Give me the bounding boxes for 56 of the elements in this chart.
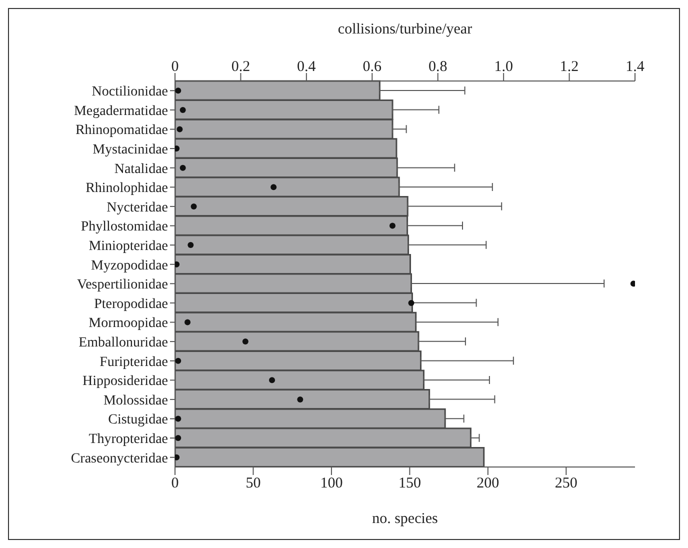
point	[188, 242, 194, 248]
x2-tick-label: 0.2	[231, 59, 250, 75]
point	[190, 203, 197, 210]
y-tick-label: Thyropteridae	[88, 432, 168, 448]
point	[176, 126, 183, 132]
point	[297, 396, 304, 402]
y-tick-label: Nycteridae	[106, 200, 168, 216]
point	[175, 454, 180, 460]
point	[175, 261, 180, 268]
point	[175, 358, 182, 364]
x-tick-label: 150	[398, 476, 421, 492]
x2-tick-label: 1.4	[626, 59, 645, 75]
point	[408, 300, 414, 306]
y-tick-label: Molossidae	[103, 393, 168, 408]
x2-tick-label: 0	[171, 59, 179, 75]
y-tick-label: Craseonycteridae	[70, 451, 168, 466]
point	[175, 146, 180, 152]
point	[175, 88, 182, 94]
x-tick-label: 100	[320, 476, 343, 492]
x-tick-label: 0	[171, 476, 179, 492]
x-tick-label: 200	[476, 476, 500, 492]
y-tick-label: Megadermatidae	[74, 104, 168, 119]
y-tick-label: Mystacinidae	[92, 142, 168, 158]
point	[175, 416, 182, 422]
y-tick-label: Pteropodidae	[94, 296, 168, 312]
y-tick-label: Hipposideridae	[82, 374, 168, 390]
point	[175, 435, 182, 442]
y-tick-label: Rhinopomatidae	[75, 123, 168, 138]
point	[184, 319, 191, 326]
y-tick-label: Rhinolophidae	[86, 181, 168, 196]
x-tick-label: 250	[554, 476, 578, 492]
y-tick-label: Emballonuridae	[78, 336, 168, 351]
y-tick-label: Furipteridae	[100, 354, 168, 370]
point	[630, 280, 635, 287]
x2-tick-label: 0.8	[428, 59, 448, 75]
x-tick-label: 50	[246, 476, 261, 492]
y-tick-label: Natalidae	[114, 162, 168, 177]
point	[270, 184, 277, 190]
y-tick-label: Vespertilionidae	[77, 278, 168, 293]
y-tick-label: Cistugidae	[108, 412, 168, 428]
point	[269, 377, 276, 384]
point	[389, 222, 396, 229]
y-tick-label: Miniopteridae	[88, 239, 168, 254]
y-tick-label: Mormoopidae	[88, 316, 168, 332]
y-tick-label: Phyllostomidae	[80, 220, 168, 235]
x2-tick-label: 1.0	[494, 59, 513, 75]
point	[180, 106, 186, 113]
point	[180, 164, 186, 171]
x2-tick-label: 1.2	[560, 59, 579, 75]
x2-tick-label: 0.4	[297, 59, 316, 75]
y-tick-label: Myzopodidae	[91, 258, 168, 274]
x-axis-title: no. species	[372, 511, 438, 527]
point	[242, 338, 248, 345]
y-tick-label: Noctilionidae	[92, 84, 168, 100]
x2-tick-label: 0.6	[362, 59, 382, 75]
x2-axis-title: collisions/turbine/year	[338, 22, 472, 38]
